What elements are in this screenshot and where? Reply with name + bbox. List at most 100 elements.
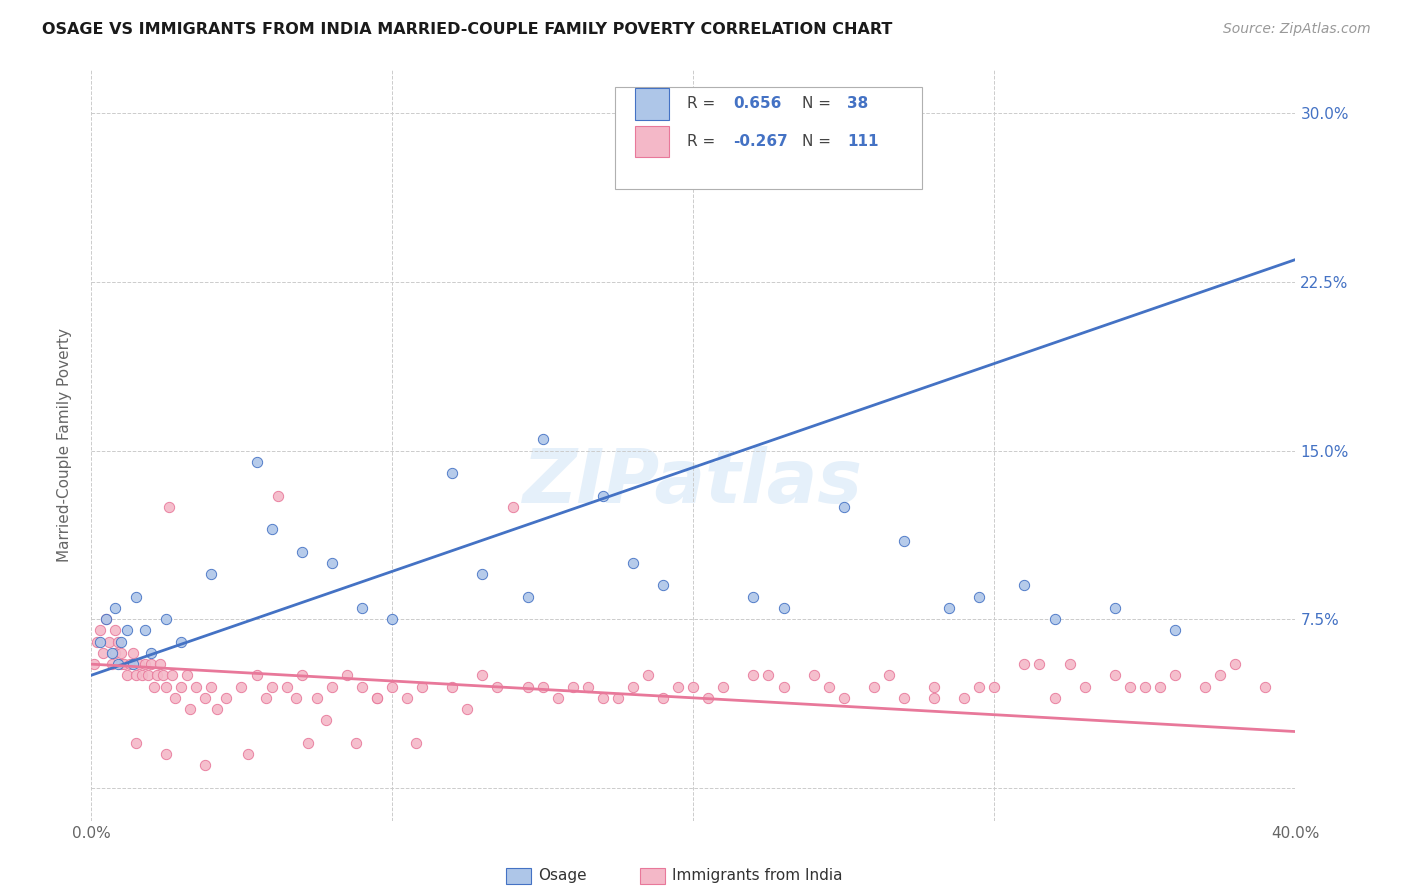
Point bbox=[136, 668, 159, 682]
Point bbox=[155, 747, 177, 761]
Point bbox=[350, 680, 373, 694]
Point bbox=[107, 657, 129, 672]
Point bbox=[254, 690, 277, 705]
Text: 38: 38 bbox=[848, 96, 869, 112]
Text: 0.656: 0.656 bbox=[733, 96, 782, 112]
Point bbox=[682, 680, 704, 694]
Point bbox=[157, 500, 180, 514]
Point bbox=[666, 680, 689, 694]
Text: R =: R = bbox=[688, 96, 720, 112]
Point bbox=[1164, 624, 1187, 638]
Point bbox=[104, 646, 127, 660]
Text: R =: R = bbox=[688, 134, 720, 149]
Point bbox=[104, 624, 127, 638]
Point bbox=[291, 668, 314, 682]
Point bbox=[344, 736, 367, 750]
Point bbox=[149, 657, 172, 672]
Point bbox=[621, 680, 644, 694]
Point bbox=[194, 758, 217, 772]
Point bbox=[125, 668, 148, 682]
Point bbox=[953, 690, 976, 705]
Point bbox=[155, 680, 177, 694]
Point bbox=[381, 680, 404, 694]
Point bbox=[260, 680, 283, 694]
Point bbox=[652, 690, 675, 705]
Point bbox=[315, 714, 337, 728]
Point bbox=[1028, 657, 1050, 672]
Point bbox=[742, 590, 765, 604]
Text: N =: N = bbox=[801, 96, 835, 112]
Point bbox=[652, 578, 675, 592]
Point bbox=[112, 657, 135, 672]
Point bbox=[128, 657, 150, 672]
Point bbox=[405, 736, 427, 750]
Point bbox=[125, 736, 148, 750]
Point bbox=[134, 657, 156, 672]
Point bbox=[152, 668, 174, 682]
Text: Source: ZipAtlas.com: Source: ZipAtlas.com bbox=[1223, 22, 1371, 37]
Point bbox=[471, 567, 494, 582]
Point bbox=[104, 601, 127, 615]
Point bbox=[516, 680, 538, 694]
Point bbox=[742, 668, 765, 682]
Point bbox=[134, 624, 156, 638]
Point bbox=[832, 690, 855, 705]
Point bbox=[456, 702, 478, 716]
Point bbox=[89, 634, 111, 648]
Point bbox=[336, 668, 359, 682]
Point bbox=[231, 680, 253, 694]
Point bbox=[893, 533, 915, 548]
Point bbox=[291, 545, 314, 559]
Point bbox=[441, 466, 464, 480]
Point bbox=[245, 668, 267, 682]
Point bbox=[772, 601, 794, 615]
Point bbox=[922, 680, 945, 694]
Point bbox=[83, 657, 105, 672]
Point bbox=[110, 657, 132, 672]
Point bbox=[863, 680, 886, 694]
Point bbox=[922, 690, 945, 705]
Point bbox=[711, 680, 734, 694]
Point bbox=[817, 680, 839, 694]
Point bbox=[366, 690, 388, 705]
Point bbox=[967, 680, 990, 694]
Point bbox=[1104, 601, 1126, 615]
Point bbox=[266, 489, 288, 503]
Point bbox=[758, 668, 780, 682]
Point bbox=[122, 646, 145, 660]
Point bbox=[200, 680, 222, 694]
Point bbox=[179, 702, 201, 716]
Point bbox=[803, 668, 825, 682]
Point bbox=[321, 680, 343, 694]
Point bbox=[120, 657, 142, 672]
Point bbox=[200, 567, 222, 582]
Point bbox=[91, 646, 114, 660]
Point bbox=[155, 612, 177, 626]
Point bbox=[122, 657, 145, 672]
Point bbox=[1194, 680, 1216, 694]
Point bbox=[260, 522, 283, 536]
Point bbox=[592, 690, 614, 705]
Point bbox=[107, 634, 129, 648]
Point bbox=[967, 590, 990, 604]
Point bbox=[697, 690, 720, 705]
Point bbox=[94, 612, 117, 626]
Point bbox=[1059, 657, 1081, 672]
Point bbox=[125, 590, 148, 604]
Point bbox=[1225, 657, 1247, 672]
Point bbox=[938, 601, 960, 615]
Point bbox=[516, 590, 538, 604]
Point bbox=[115, 668, 138, 682]
Point bbox=[110, 646, 132, 660]
Point bbox=[1119, 680, 1142, 694]
Point bbox=[115, 624, 138, 638]
Point bbox=[176, 668, 198, 682]
Point bbox=[1164, 668, 1187, 682]
Point bbox=[1043, 690, 1066, 705]
Point bbox=[832, 500, 855, 514]
Point bbox=[502, 500, 524, 514]
Point bbox=[396, 690, 419, 705]
Point bbox=[146, 668, 169, 682]
Point bbox=[141, 646, 163, 660]
Y-axis label: Married-Couple Family Poverty: Married-Couple Family Poverty bbox=[58, 328, 72, 562]
